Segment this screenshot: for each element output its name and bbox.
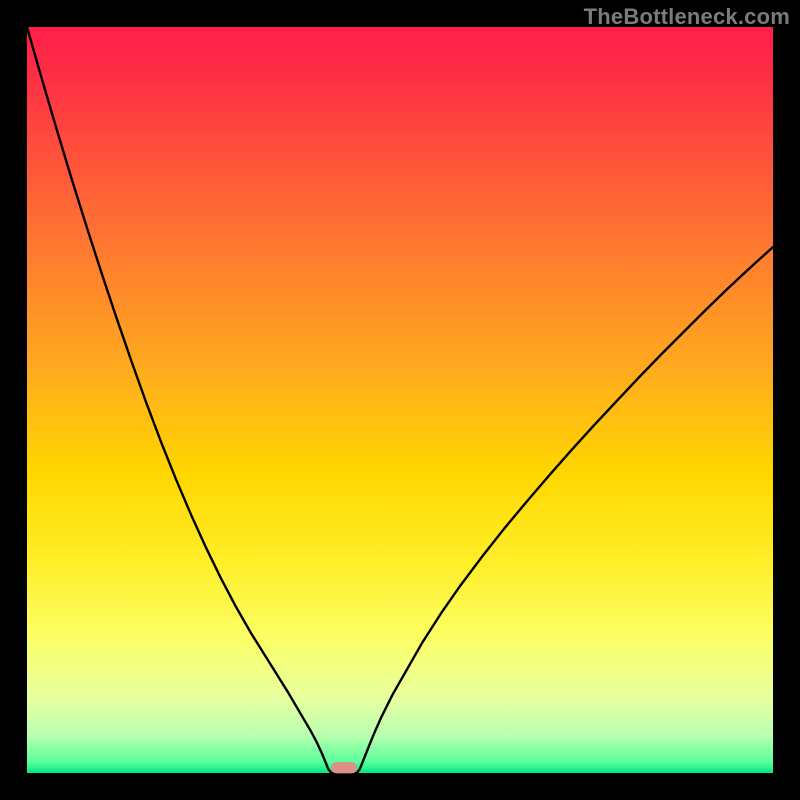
chart-container: TheBottleneck.com	[0, 0, 800, 800]
bottleneck-curve-chart	[0, 0, 800, 800]
optimum-marker	[331, 762, 357, 773]
watermark-text: TheBottleneck.com	[584, 4, 790, 30]
plot-gradient-background	[27, 27, 773, 773]
